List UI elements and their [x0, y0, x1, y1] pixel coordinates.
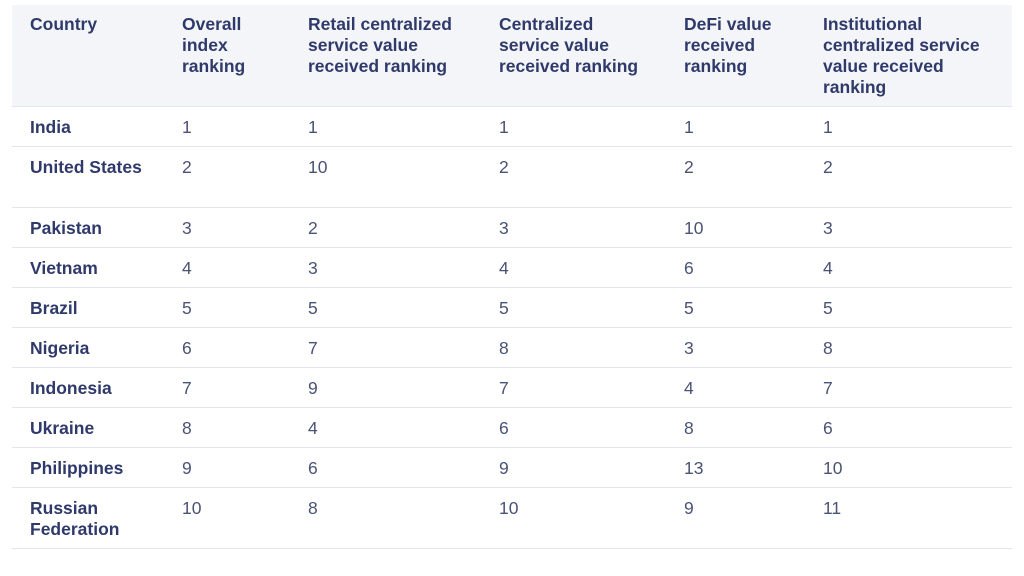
header-country: Country: [30, 14, 98, 34]
overall-rank-cell: 10: [182, 498, 202, 518]
institutional-rank-cell: 11: [823, 498, 842, 518]
institutional-rank-cell: 6: [823, 418, 833, 438]
header-institutional-ranking: Institutional centralized service value …: [823, 14, 980, 97]
table-row: Pakistan 3 2 3 10 3: [12, 207, 1012, 248]
country-cell: Philippines: [30, 458, 124, 478]
overall-rank-cell: 5: [182, 298, 192, 318]
header-row: Country Overall index ranking Retail cen…: [12, 5, 1012, 107]
institutional-rank-cell: 4: [823, 258, 833, 278]
retail-rank-cell: 1: [308, 117, 318, 137]
defi-rank-cell: 8: [684, 418, 694, 438]
centralized-rank-cell: 9: [499, 458, 509, 478]
institutional-rank-cell: 7: [823, 378, 833, 398]
defi-rank-cell: 4: [684, 378, 694, 398]
retail-rank-cell: 3: [308, 258, 318, 278]
table-row: Vietnam 4 3 4 6 4: [12, 247, 1012, 288]
retail-rank-cell: 6: [308, 458, 318, 478]
country-cell: Vietnam: [30, 258, 98, 278]
centralized-rank-cell: 7: [499, 378, 509, 398]
defi-rank-cell: 5: [684, 298, 694, 318]
centralized-rank-cell: 3: [499, 218, 509, 238]
ranking-table: Country Overall index ranking Retail cen…: [12, 5, 1012, 549]
country-cell: Indonesia: [30, 378, 112, 398]
centralized-rank-cell: 6: [499, 418, 509, 438]
overall-rank-cell: 8: [182, 418, 192, 438]
header-overall-index-ranking: Overall index ranking: [182, 14, 246, 76]
overall-rank-cell: 9: [182, 458, 192, 478]
defi-rank-cell: 13: [684, 458, 704, 478]
institutional-rank-cell: 1: [823, 117, 833, 137]
retail-rank-cell: 2: [308, 218, 318, 238]
country-cell: India: [30, 117, 71, 137]
defi-rank-cell: 1: [684, 117, 694, 137]
overall-rank-cell: 2: [182, 157, 192, 177]
retail-rank-cell: 7: [308, 338, 318, 358]
centralized-rank-cell: 8: [499, 338, 509, 358]
overall-rank-cell: 4: [182, 258, 192, 278]
retail-rank-cell: 5: [308, 298, 318, 318]
table-row: Indonesia 7 9 7 4 7: [12, 367, 1012, 408]
overall-rank-cell: 6: [182, 338, 192, 358]
institutional-rank-cell: 2: [823, 157, 833, 177]
country-cell: Pakistan: [30, 218, 102, 238]
table-header: Country Overall index ranking Retail cen…: [12, 5, 1012, 107]
institutional-rank-cell: 8: [823, 338, 833, 358]
centralized-rank-cell: 2: [499, 157, 509, 177]
header-retail-centralized-ranking: Retail centralized service value receive…: [308, 14, 452, 76]
institutional-rank-cell: 5: [823, 298, 833, 318]
retail-rank-cell: 8: [308, 498, 318, 518]
retail-rank-cell: 4: [308, 418, 318, 438]
defi-rank-cell: 10: [684, 218, 704, 238]
country-cell: Russian Federation: [30, 498, 120, 539]
country-cell: United States: [30, 157, 142, 177]
retail-rank-cell: 9: [308, 378, 318, 398]
retail-rank-cell: 10: [308, 157, 328, 177]
header-defi-ranking: DeFi value received ranking: [684, 14, 772, 76]
header-centralized-ranking: Centralized service value received ranki…: [499, 14, 639, 76]
table-row: Philippines 9 6 9 13 10: [12, 447, 1012, 488]
centralized-rank-cell: 4: [499, 258, 509, 278]
defi-rank-cell: 6: [684, 258, 694, 278]
country-cell: Ukraine: [30, 418, 95, 438]
overall-rank-cell: 7: [182, 378, 192, 398]
table-row: Nigeria 6 7 8 3 8: [12, 327, 1012, 368]
table-row: India 1 1 1 1 1: [12, 106, 1012, 147]
institutional-rank-cell: 3: [823, 218, 833, 238]
table-row: Ukraine 8 4 6 8 6: [12, 407, 1012, 448]
country-cell: Nigeria: [30, 338, 90, 358]
overall-rank-cell: 3: [182, 218, 192, 238]
table-row: Russian Federation 10 8 10 9 11: [12, 487, 1012, 549]
centralized-rank-cell: 5: [499, 298, 509, 318]
ranking-table-container: Country Overall index ranking Retail cen…: [12, 5, 1012, 549]
centralized-rank-cell: 10: [499, 498, 519, 518]
country-cell: Brazil: [30, 298, 78, 318]
table-body: India 1 1 1 1 1 United States 2 10 2 2 2…: [12, 106, 1012, 549]
table-row: Brazil 5 5 5 5 5: [12, 287, 1012, 328]
defi-rank-cell: 9: [684, 498, 694, 518]
defi-rank-cell: 3: [684, 338, 694, 358]
overall-rank-cell: 1: [182, 117, 192, 137]
table-row: United States 2 10 2 2 2: [12, 146, 1012, 208]
institutional-rank-cell: 10: [823, 458, 843, 478]
defi-rank-cell: 2: [684, 157, 694, 177]
centralized-rank-cell: 1: [499, 117, 509, 137]
